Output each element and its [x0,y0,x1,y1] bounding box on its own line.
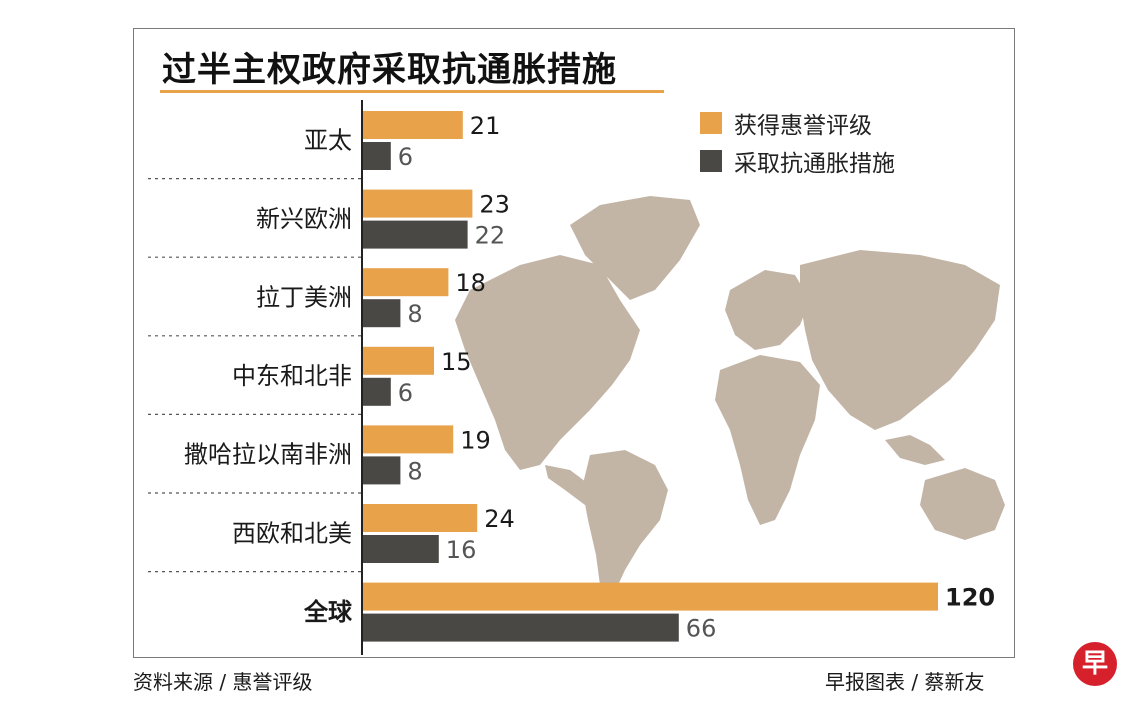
chart-rows: 亚太 21 6 新兴欧洲 23 22 拉丁美洲 18 8 中东和北非 15 6 撒哈拉以南非洲 19 8 西欧… [148,111,995,643]
category-label: 中东和北非 [232,362,352,390]
value-label: 15 [441,348,472,376]
value-label: 19 [460,426,491,454]
credit-note: 早报图表 / 蔡新友 [825,670,985,694]
bar-rated [362,268,449,297]
bar-measures [362,535,439,563]
category-label: 撒哈拉以南非洲 [184,441,352,469]
value-label: 16 [446,536,477,564]
bar-measures [362,613,679,642]
value-label: 6 [398,379,413,407]
value-label: 8 [407,457,422,485]
bar-measures [362,220,468,249]
bar-rated [362,582,938,611]
value-label: 8 [407,300,422,328]
category-label: 新兴欧洲 [256,205,352,233]
chart-title: 过半主权政府采取抗通胀措施 [162,50,617,90]
bar-rated [362,425,454,454]
bar-rated [362,189,473,218]
world-map-background [455,196,1005,598]
value-label: 66 [686,615,717,643]
value-label: 23 [479,191,510,219]
zaobao-logo: 早 [1073,642,1117,686]
category-label: 拉丁美洲 [256,284,352,312]
bar-measures [362,377,391,406]
legend-label-rated: 获得惠誉评级 [734,113,872,139]
legend-swatch-measures [700,150,722,172]
bar-measures [362,299,401,328]
bar-measures [362,142,391,170]
bar-rated [362,111,463,139]
legend-label-measures: 采取抗通胀措施 [734,151,895,177]
value-label: 22 [475,222,506,250]
value-label: 24 [484,505,515,533]
value-label: 21 [470,112,501,140]
bar-measures [362,456,401,485]
legend-item-measures: 采取抗通胀措施 [700,148,895,177]
value-label: 18 [455,269,486,297]
bar-rated [362,346,434,375]
title-underline [160,90,664,93]
bar-rated [362,504,478,532]
category-label: 全球 [303,598,353,626]
legend-item-rated: 获得惠誉评级 [700,110,872,139]
category-label: 亚太 [304,126,352,154]
value-label: 6 [398,143,413,171]
category-label: 西欧和北美 [232,519,352,547]
legend-swatch-rated [700,112,722,134]
source-note: 资料来源 / 惠誉评级 [133,670,313,694]
value-label: 120 [945,584,995,612]
